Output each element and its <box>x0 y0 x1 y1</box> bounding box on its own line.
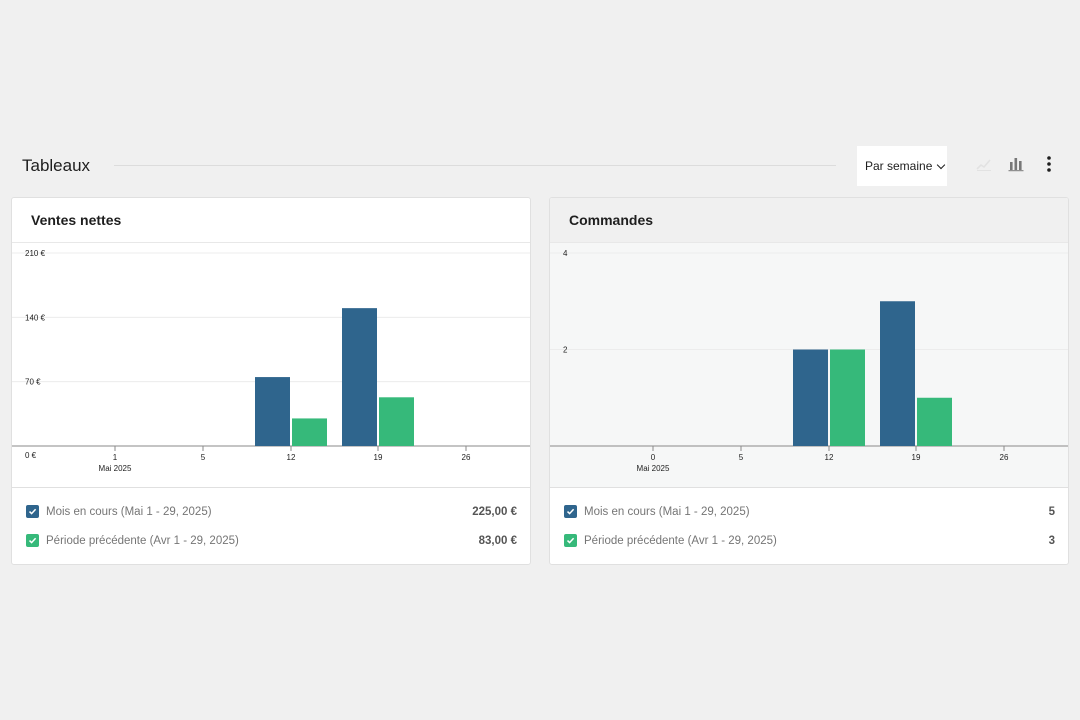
x-tick-label: 19 <box>912 453 921 462</box>
card-title: Commandes <box>550 198 1068 243</box>
legend-total: 225,00 € <box>472 505 517 518</box>
x-axis-sublabel: Mai 2025 <box>99 464 132 473</box>
line-chart-icon <box>976 159 991 171</box>
bar-current-12[interactable] <box>793 349 828 447</box>
legend-total: 5 <box>1048 505 1055 518</box>
y-tick-label: 2 <box>563 346 568 355</box>
x-tick-label: 12 <box>287 453 296 462</box>
orders-chart: 2 4 0 5 12 19 26 Mai 2025 <box>550 243 1068 488</box>
x-tick-label: 1 <box>113 453 118 462</box>
bar-chart-icon <box>1008 158 1024 172</box>
y-tick-label: 0 € <box>25 451 37 460</box>
legend-item-current[interactable]: Mois en cours (Mai 1 - 29, 2025) 5 <box>550 497 1068 526</box>
bar-previous-12[interactable] <box>830 349 865 447</box>
legend-total: 83,00 € <box>478 534 517 547</box>
orders-chart-svg: 2 4 0 5 12 19 26 Mai 2025 <box>550 249 1068 473</box>
legend: Mois en cours (Mai 1 - 29, 2025) 225,00 … <box>12 488 530 555</box>
y-tick-label: 210 € <box>25 249 46 258</box>
checkbox-checked-icon[interactable] <box>564 534 577 547</box>
legend-label: Mois en cours (Mai 1 - 29, 2025) <box>584 505 750 518</box>
chevron-down-icon <box>937 160 946 169</box>
checkbox-checked-icon[interactable] <box>26 534 39 547</box>
x-tick-label: 0 <box>651 453 656 462</box>
legend-total: 3 <box>1048 534 1055 547</box>
legend-item-previous[interactable]: Période précédente (Avr 1 - 29, 2025) 3 <box>550 526 1068 555</box>
bar-chart-button[interactable] <box>1002 150 1030 178</box>
interval-select[interactable]: Par semaine <box>857 146 947 186</box>
legend: Mois en cours (Mai 1 - 29, 2025) 5 Pério… <box>550 488 1068 555</box>
section-title: Tableaux <box>22 156 91 175</box>
net-sales-chart: 0 € 70 € 140 € 210 € 1 5 12 19 26 Mai 2025 <box>12 243 530 488</box>
bar-current-19[interactable] <box>342 308 377 446</box>
x-axis-sublabel: Mai 2025 <box>637 464 670 473</box>
legend-label: Période précédente (Avr 1 - 29, 2025) <box>46 534 239 547</box>
bar-previous-19[interactable] <box>379 397 414 446</box>
legend-item-current[interactable]: Mois en cours (Mai 1 - 29, 2025) 225,00 … <box>12 497 530 526</box>
interval-select-label: Par semaine <box>865 159 933 173</box>
x-tick-label: 26 <box>462 453 471 462</box>
checkbox-checked-icon[interactable] <box>564 505 577 518</box>
legend-label: Mois en cours (Mai 1 - 29, 2025) <box>46 505 212 518</box>
y-tick-label: 4 <box>563 249 568 258</box>
x-tick-label: 5 <box>739 453 744 462</box>
net-sales-card: Ventes nettes 0 € 70 € 140 € 210 € 1 5 12 19 26 M… <box>11 197 531 565</box>
x-tick-label: 5 <box>201 453 206 462</box>
section-header: Tableaux Par semaine <box>0 146 1080 186</box>
more-vertical-icon <box>1047 156 1051 172</box>
net-sales-chart-svg: 0 € 70 € 140 € 210 € 1 5 12 19 26 Mai 2025 <box>12 249 530 473</box>
header-divider <box>114 165 836 166</box>
card-title: Ventes nettes <box>12 198 530 243</box>
line-chart-button[interactable] <box>970 150 998 178</box>
x-tick-label: 26 <box>1000 453 1009 462</box>
x-tick-label: 19 <box>374 453 383 462</box>
more-options-button[interactable] <box>1035 150 1063 178</box>
legend-item-previous[interactable]: Période précédente (Avr 1 - 29, 2025) 83… <box>12 526 530 555</box>
bar-previous-12[interactable] <box>292 418 327 446</box>
bar-current-19[interactable] <box>880 301 915 446</box>
checkbox-checked-icon[interactable] <box>26 505 39 518</box>
y-tick-label: 140 € <box>25 313 46 322</box>
bar-previous-19[interactable] <box>917 397 952 446</box>
bar-current-12[interactable] <box>255 377 290 446</box>
y-tick-label: 70 € <box>25 378 41 387</box>
x-tick-label: 12 <box>825 453 834 462</box>
orders-card: Commandes 2 4 0 5 12 19 26 Mai 2025 Mois en cou… <box>549 197 1069 565</box>
legend-label: Période précédente (Avr 1 - 29, 2025) <box>584 534 777 547</box>
